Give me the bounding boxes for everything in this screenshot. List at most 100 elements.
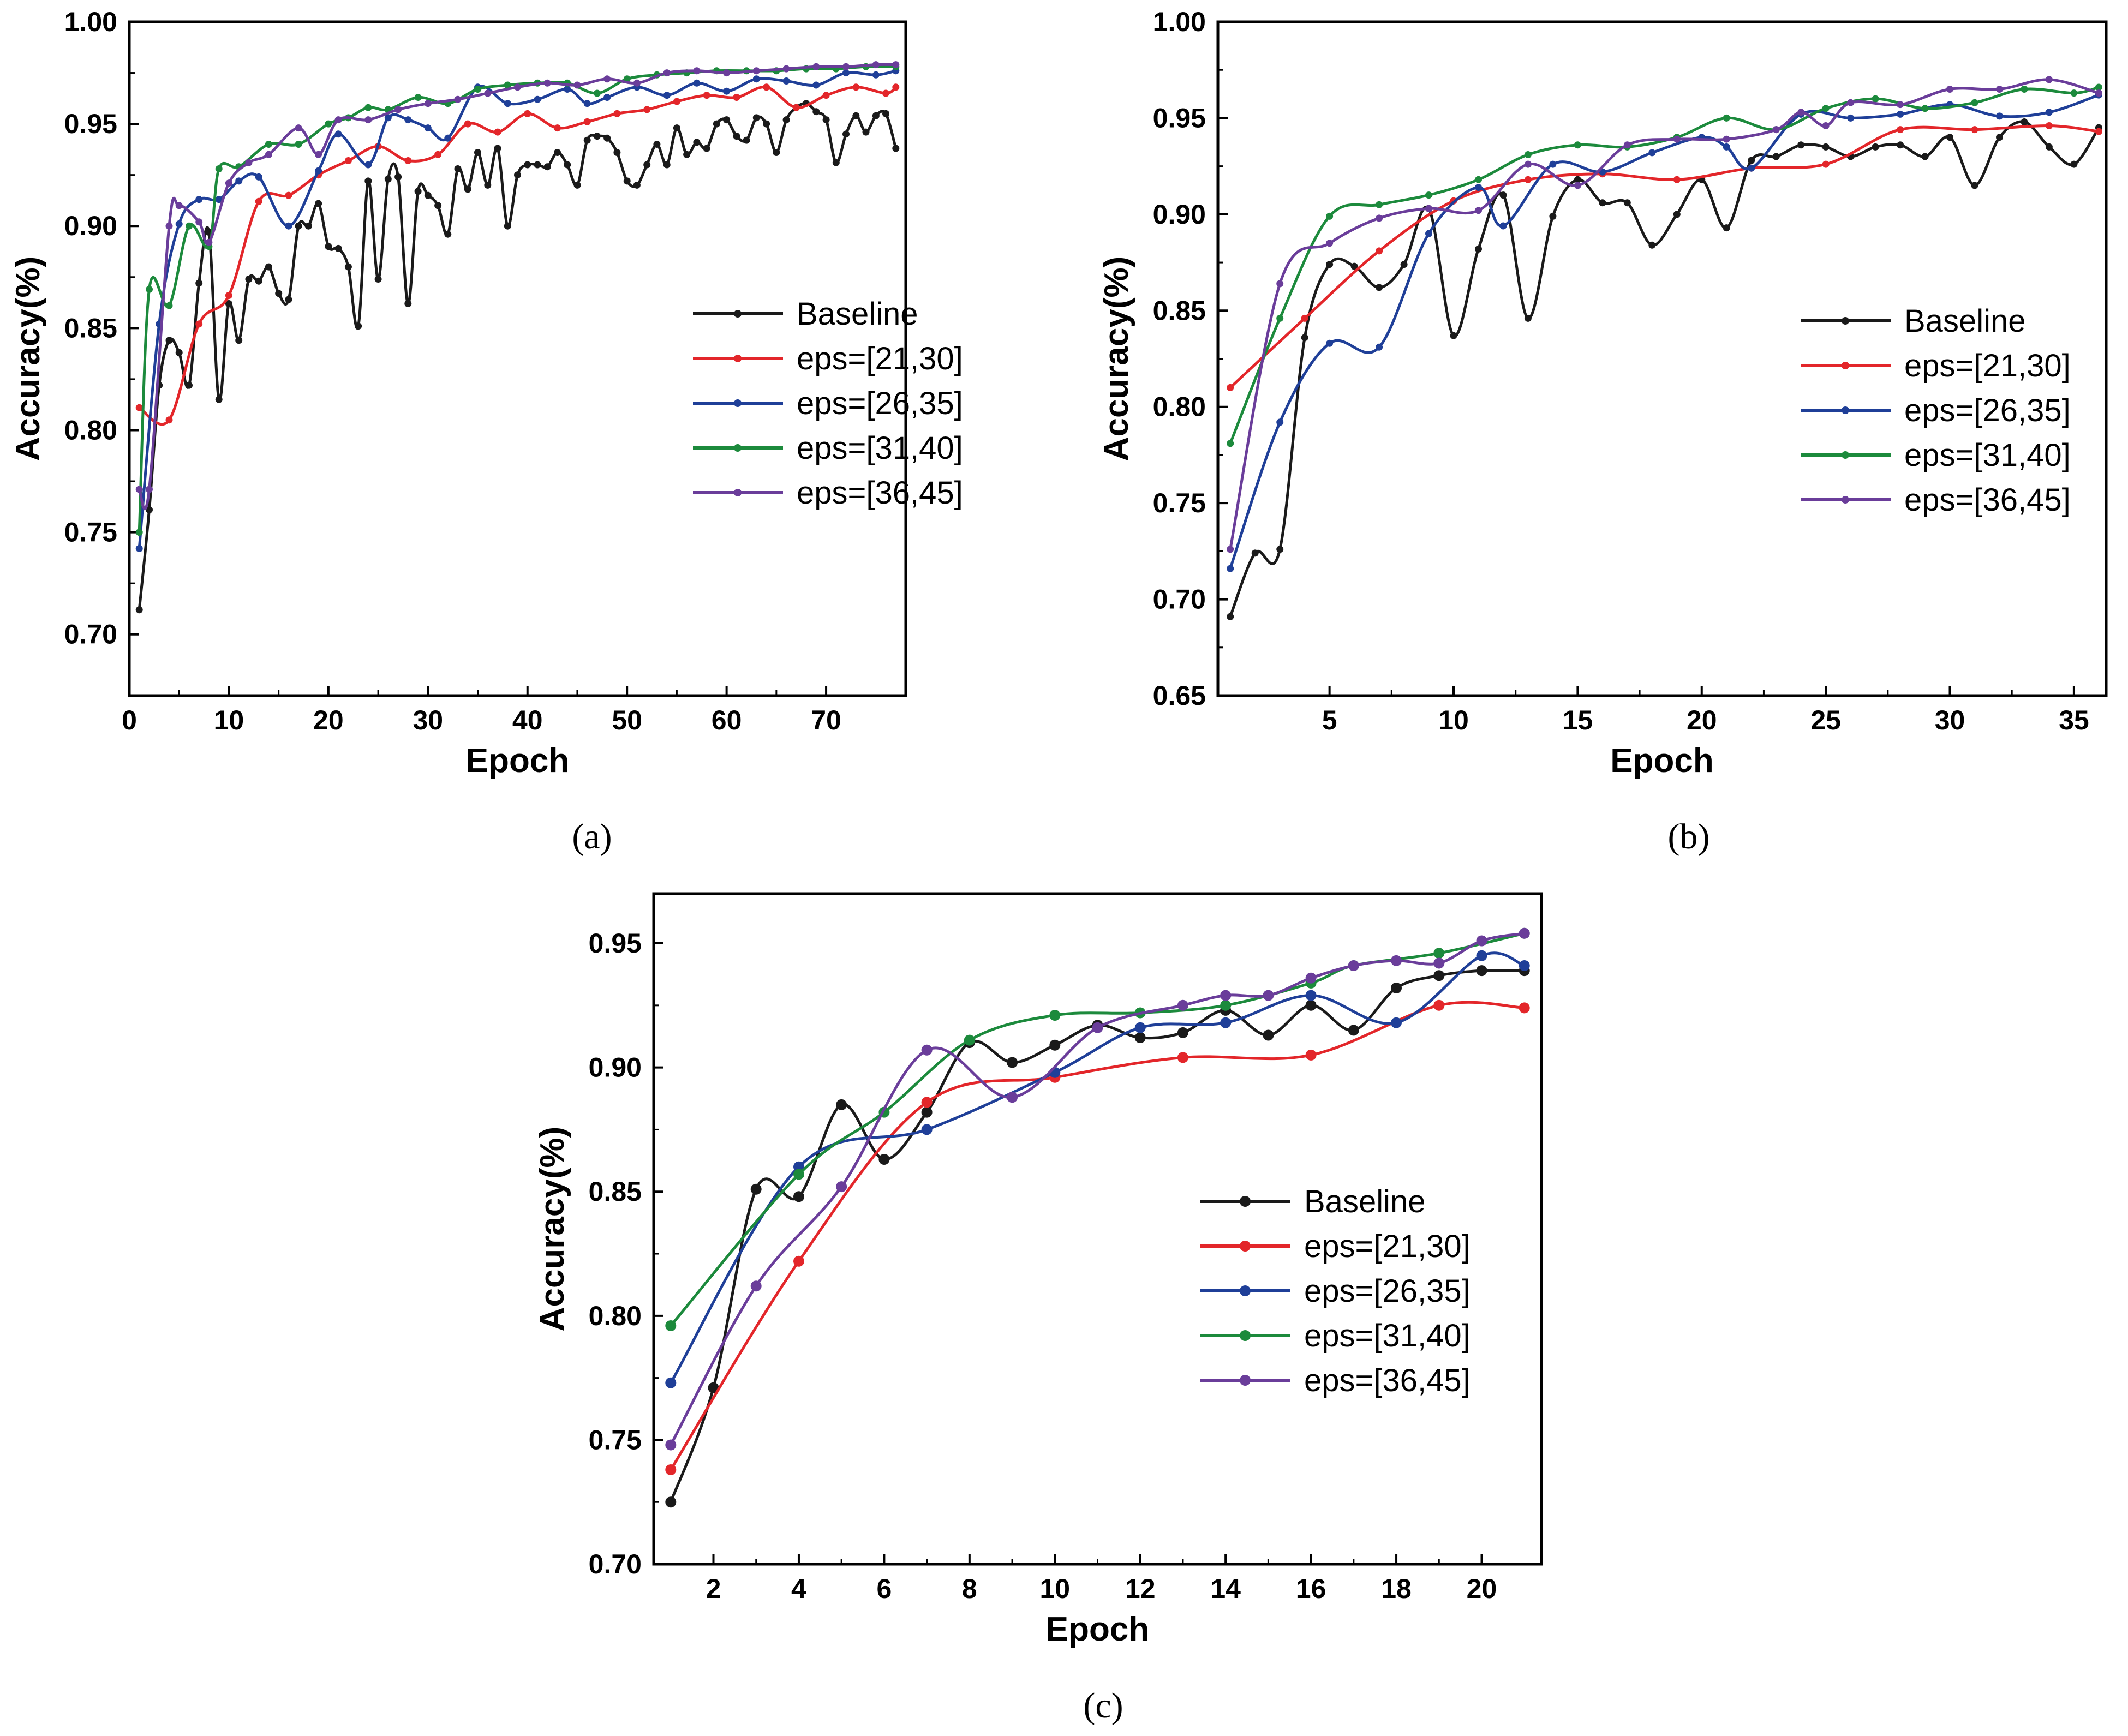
data-point — [673, 124, 680, 132]
y-tick-label: 0.80 — [589, 1301, 642, 1331]
data-point — [524, 110, 531, 117]
data-point — [1177, 1052, 1188, 1063]
data-point — [1996, 112, 2003, 120]
data-point — [2095, 89, 2102, 97]
data-point — [1007, 1092, 1018, 1103]
data-point — [1326, 339, 1334, 347]
x-tick-label: 60 — [712, 705, 742, 735]
data-point — [444, 230, 452, 238]
data-point — [1376, 284, 1383, 291]
data-point — [752, 75, 760, 83]
data-point — [1376, 214, 1383, 222]
data-point — [693, 139, 701, 146]
data-point — [665, 1496, 677, 1508]
data-point — [1049, 1039, 1061, 1051]
data-point — [344, 157, 352, 164]
data-point — [225, 179, 232, 187]
data-point — [543, 163, 551, 171]
data-point — [1723, 143, 1730, 151]
data-point — [1276, 418, 1284, 426]
data-point — [315, 151, 322, 158]
data-point — [414, 94, 422, 101]
data-point — [633, 79, 641, 87]
data-point — [135, 606, 143, 614]
series-3 — [135, 63, 900, 536]
x-axis-title: Epoch — [1046, 1611, 1149, 1648]
legend-label: Baseline — [1904, 303, 2025, 339]
data-point — [1227, 565, 1234, 572]
data-point — [782, 65, 790, 73]
data-point — [1305, 990, 1317, 1001]
data-point — [750, 1183, 762, 1195]
data-point — [793, 1191, 804, 1202]
data-point — [245, 276, 253, 283]
data-point — [404, 300, 412, 307]
data-point — [1822, 160, 1830, 168]
legend-label: Baseline — [797, 296, 918, 332]
data-point — [743, 136, 750, 144]
data-point — [852, 83, 860, 91]
data-point — [295, 222, 302, 230]
legend-label: eps=[26,35] — [1304, 1273, 1471, 1309]
data-point — [842, 69, 850, 77]
data-point — [1092, 1022, 1103, 1033]
data-point — [235, 177, 243, 185]
data-point — [1220, 990, 1232, 1001]
data-point — [1897, 141, 1904, 149]
data-point — [593, 133, 601, 140]
data-point — [623, 177, 631, 185]
data-point — [1433, 957, 1445, 969]
data-point — [703, 145, 710, 152]
legend-label: eps=[31,40] — [1304, 1318, 1471, 1354]
data-point — [1134, 1032, 1146, 1043]
x-tick-label: 70 — [811, 705, 841, 735]
data-point — [1301, 334, 1308, 342]
data-point — [1276, 314, 1284, 322]
data-point — [424, 191, 432, 199]
data-point — [1648, 241, 1656, 249]
data-point — [921, 1097, 933, 1108]
data-point — [255, 173, 262, 181]
data-point — [424, 100, 432, 107]
x-tick-label: 2 — [706, 1573, 721, 1604]
x-tick-label: 4 — [791, 1573, 806, 1604]
x-tick-label: 35 — [2059, 705, 2089, 735]
data-point — [1524, 160, 1532, 168]
data-point — [583, 100, 591, 107]
data-point — [583, 136, 591, 144]
data-point — [454, 165, 462, 172]
x-tick-label: 20 — [313, 705, 344, 735]
data-point — [1499, 191, 1507, 199]
data-point — [135, 404, 143, 411]
data-point — [534, 161, 541, 169]
data-point — [1897, 126, 1904, 134]
data-point — [842, 63, 850, 70]
series-4 — [1227, 76, 2102, 553]
data-point — [1376, 343, 1383, 351]
data-point — [344, 263, 352, 271]
data-point — [603, 75, 611, 83]
data-point — [792, 104, 800, 111]
data-point — [1475, 207, 1482, 214]
data-point — [285, 296, 292, 303]
data-point — [1748, 164, 1755, 172]
data-point — [195, 279, 203, 287]
data-point — [1519, 927, 1530, 939]
data-point — [384, 175, 392, 183]
data-point — [175, 349, 183, 356]
data-point — [613, 149, 621, 156]
data-point — [245, 159, 253, 166]
series-line — [1229, 93, 2100, 569]
data-point — [836, 1099, 847, 1110]
legend-label: eps=[21,30] — [1904, 348, 2071, 384]
data-point — [1227, 613, 1234, 620]
data-point — [414, 188, 422, 195]
data-point — [1772, 153, 1780, 160]
data-point — [1425, 191, 1432, 199]
data-point — [793, 1255, 804, 1267]
x-tick-label: 15 — [1563, 705, 1593, 735]
data-point — [1524, 314, 1532, 322]
data-point — [1391, 1017, 1402, 1028]
data-point — [1971, 126, 1978, 134]
